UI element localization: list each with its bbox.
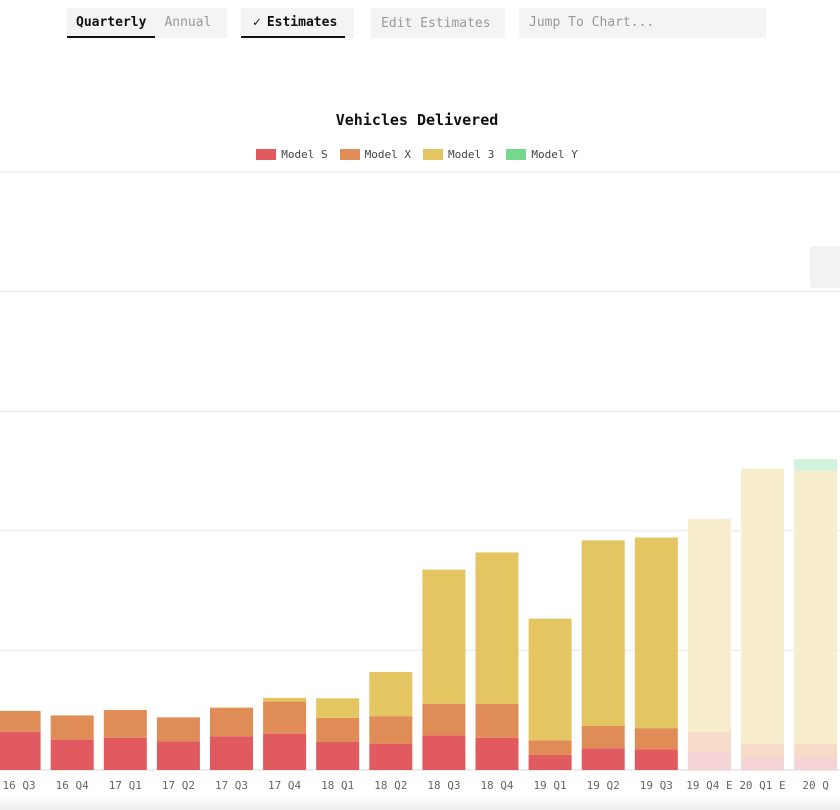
bar-model-x-17-q2: [156, 717, 200, 742]
x-tick-label: 20 Q: [802, 779, 829, 792]
bar-model-s-17-q4: [263, 733, 307, 770]
legend-label-model-y: Model Y: [531, 148, 578, 161]
check-icon: ✓: [253, 15, 261, 30]
bar-model-x-17-q4: [263, 701, 307, 734]
bar-model-3-19-q4-e: [687, 518, 731, 732]
bar-model-3-19-q2: [581, 540, 625, 726]
bar-model-s-17-q2: [156, 741, 200, 770]
bar-model-x-16-q3: [0, 710, 41, 732]
bar-model-3-19-q3: [634, 537, 678, 729]
bar-model-x-19-q1: [528, 740, 572, 755]
chart-title: Vehicles Delivered: [335, 111, 499, 129]
bar-model-3-17-q3: [210, 707, 253, 709]
x-tick-label: 19 Q3: [640, 779, 673, 792]
bar-model-s-20-q1-e: [741, 758, 784, 770]
x-tick-label: 18 Q2: [374, 779, 407, 792]
bar-model-3-20-q: [794, 471, 838, 744]
bar-model-x-18-q1: [316, 717, 360, 743]
x-tick-label: 19 Q2: [587, 779, 620, 792]
bar-model-x-20-q1-e: [741, 743, 784, 759]
bar-model-x-19-q3: [634, 728, 678, 750]
edit-estimates-button[interactable]: Edit Estimates: [371, 8, 505, 38]
x-tick-label: 16 Q4: [56, 779, 89, 792]
bar-model-x-18-q2: [369, 716, 413, 744]
bar-model-x-18-q4: [475, 703, 519, 738]
bar-model-3-18-q1: [316, 698, 360, 718]
bar-model-s-18-q1: [316, 742, 360, 770]
legend-swatch-model-s: [256, 149, 277, 160]
x-tick-label: 18 Q3: [427, 779, 460, 792]
period-toggle: Quarterly Annual: [67, 8, 227, 38]
bar-model-x-17-q1: [103, 709, 147, 738]
legend-item-model-s[interactable]: Model S: [256, 148, 328, 161]
chart-legend: Model S Model X Model 3 Model Y: [0, 148, 834, 161]
x-tick-label: 19 Q4 E: [686, 779, 732, 792]
legend-swatch-model-3: [423, 149, 443, 160]
bar-model-3-18-q4: [475, 552, 519, 704]
bar-model-x-20-q: [794, 743, 838, 759]
estimates-toggle[interactable]: ✓ Estimates: [241, 8, 354, 38]
legend-label-model-s: Model S: [281, 148, 328, 161]
x-tick-label: 17 Q1: [109, 779, 142, 792]
x-tick-label: 18 Q1: [321, 779, 354, 792]
legend-item-model-x[interactable]: Model X: [339, 148, 411, 161]
bar-model-s-17-q1: [103, 737, 147, 770]
x-tick-label: 17 Q4: [268, 779, 301, 792]
bar-model-3-17-q4: [263, 697, 307, 702]
estimates-option[interactable]: ✓ Estimates: [241, 8, 346, 38]
bar-model-3-18-q3: [422, 569, 466, 704]
bar-model-s-18-q2: [369, 743, 413, 770]
legend-label-model-x: Model X: [364, 148, 411, 161]
bar-model-y-20-q: [794, 459, 838, 471]
annual-option[interactable]: Annual: [164, 15, 212, 30]
x-tick-label: 17 Q2: [162, 779, 195, 792]
bar-model-3-19-q1: [528, 618, 572, 741]
bar-model-x-18-q3: [422, 703, 466, 736]
bar-model-s-17-q3: [210, 736, 253, 770]
bar-model-s-20-q: [794, 758, 838, 770]
bar-model-s-16-q4: [50, 739, 94, 770]
bar-model-x-19-q2: [581, 725, 625, 749]
x-tick-label: 19 Q1: [534, 779, 567, 792]
tooltip-tab: [810, 246, 840, 288]
bar-model-s-19-q1: [528, 754, 572, 770]
estimates-label: Estimates: [266, 15, 338, 30]
x-tick-label: 16 Q3: [3, 779, 36, 792]
x-tick-label: 17 Q3: [215, 779, 248, 792]
toolbar: Quarterly Annual ✓ Estimates Edit Estimat…: [0, 8, 840, 40]
bar-model-s-16-q3: [0, 731, 41, 770]
bar-model-s-19-q4-e: [687, 752, 731, 770]
quarterly-option[interactable]: Quarterly: [67, 8, 156, 38]
jump-to-chart-input[interactable]: Jump To Chart...: [519, 8, 766, 38]
bottom-edge: [0, 796, 840, 810]
bar-model-s-18-q3: [422, 735, 466, 770]
bar-model-x-16-q4: [50, 715, 94, 740]
bar-model-s-18-q4: [475, 737, 519, 770]
bar-model-x-17-q3: [210, 708, 253, 737]
bar-model-s-19-q3: [634, 749, 678, 770]
edit-estimates-label: Edit Estimates: [381, 15, 491, 31]
bar-model-x-19-q4-e: [687, 731, 731, 753]
legend-swatch-model-y: [506, 149, 527, 160]
legend-label-model-3: Model 3: [448, 148, 495, 161]
bar-model-3-20-q1-e: [741, 468, 784, 744]
legend-swatch-model-x: [339, 149, 360, 160]
bar-model-3-18-q2: [369, 672, 413, 717]
bar-model-s-19-q2: [581, 748, 625, 770]
x-tick-label: 18 Q4: [480, 779, 513, 792]
legend-item-model-3[interactable]: Model 3: [423, 148, 494, 161]
x-tick-label: 20 Q1 E: [739, 779, 785, 792]
legend-item-model-y[interactable]: Model Y: [506, 148, 578, 161]
